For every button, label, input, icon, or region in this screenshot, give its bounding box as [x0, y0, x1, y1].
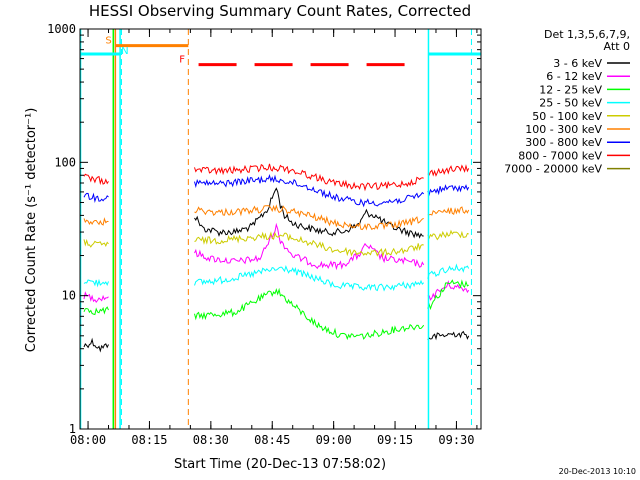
series-7-segment-1 — [194, 163, 424, 192]
series-1-segment-0 — [83, 291, 109, 303]
series-6-segment-1 — [194, 174, 425, 208]
annotation-label-f: F — [179, 55, 185, 66]
series-5-segment-0 — [83, 217, 109, 226]
series-0-segment-2 — [427, 330, 470, 341]
series-2-segment-2 — [427, 279, 469, 311]
chart-title: HESSI Observing Summary Count Rates, Cor… — [89, 2, 471, 20]
series-7-segment-0 — [83, 173, 109, 186]
y-tick-label: 1000 — [47, 22, 76, 36]
legend-label-7: 800 - 7000 keV — [518, 149, 602, 162]
plot-frame — [79, 28, 482, 430]
series-3-segment-2 — [427, 263, 470, 279]
legend-label-8: 7000 - 20000 keV — [504, 163, 602, 176]
series-4-segment-1 — [194, 231, 424, 258]
x-tick-label: 08:15 — [131, 433, 167, 447]
series-4-segment-0 — [83, 238, 109, 248]
y-tick-label: 100 — [54, 155, 76, 169]
series-7-segment-2 — [427, 164, 470, 177]
legend-label-0: 3 - 6 keV — [553, 57, 602, 70]
legend-label-5: 100 - 300 keV — [525, 123, 602, 136]
annotation-label-n: N — [121, 46, 128, 57]
generation-timestamp: 20-Dec-2013 10:10 — [559, 467, 636, 476]
legend-header-attenuator: Att 0 — [604, 40, 630, 53]
x-tick-label: 08:00 — [70, 433, 106, 447]
series-2-segment-0 — [83, 306, 109, 316]
x-tick-label: 09:15 — [377, 433, 413, 447]
legend-label-2: 12 - 25 keV — [539, 83, 602, 96]
series-5-segment-1 — [194, 204, 424, 231]
legend-label-3: 25 - 50 keV — [539, 97, 602, 110]
x-axis-label: Start Time (20-Dec-13 07:58:02) — [174, 457, 386, 472]
x-tick-label: 08:45 — [254, 433, 290, 447]
series-1-segment-1 — [194, 222, 425, 271]
series-5-segment-2 — [427, 206, 470, 216]
legend-label-1: 6 - 12 keV — [546, 70, 602, 83]
y-tick-label: 10 — [62, 289, 76, 303]
series-6-segment-0 — [83, 192, 109, 204]
series-4-segment-2 — [427, 229, 469, 241]
x-tick-label: 09:30 — [438, 433, 474, 447]
series-3-segment-1 — [194, 264, 425, 292]
legend-label-4: 50 - 100 keV — [532, 110, 602, 123]
legend-header-detectors: Det 1,3,5,6,7,9, — [544, 28, 630, 41]
y-axis-label: Corrected Count Rate (s⁻¹ detector⁻¹) — [24, 108, 39, 353]
legend-label-6: 300 - 800 keV — [525, 136, 602, 149]
series-3-segment-0 — [83, 278, 109, 288]
y-tick-label: 1 — [69, 422, 76, 436]
x-tick-label: 08:30 — [193, 433, 229, 447]
x-tick-label: 09:00 — [316, 433, 352, 447]
series-0-segment-0 — [83, 337, 109, 353]
annotation-label-s: S — [105, 35, 111, 46]
series-1-segment-2 — [427, 280, 470, 301]
series-2-segment-1 — [194, 287, 425, 341]
series-6-segment-2 — [427, 184, 470, 197]
